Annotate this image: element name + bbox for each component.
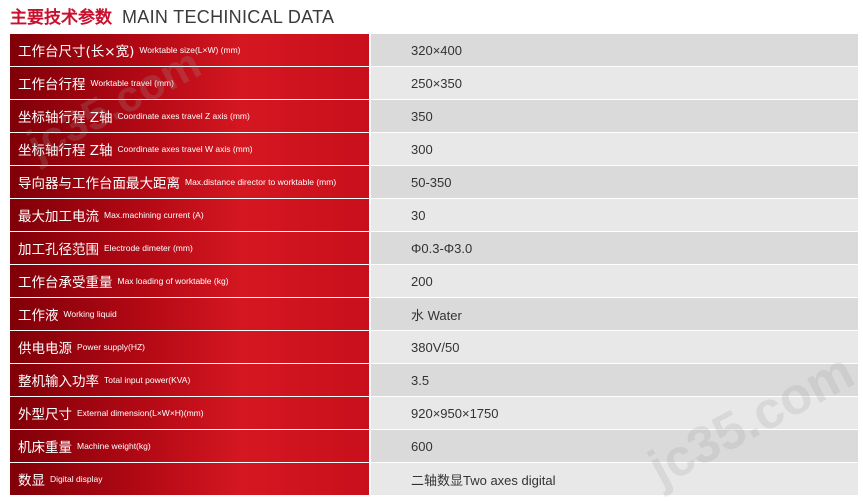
- table-row: 加工孔径范围 Electrode dimeter (mm) Φ0.3-Φ3.0: [10, 232, 858, 265]
- row-value: Φ0.3-Φ3.0: [371, 232, 858, 264]
- label-english: Power supply(HZ): [77, 342, 146, 352]
- cell-divider: [369, 298, 371, 330]
- label-english: Max.machining current (A): [104, 210, 204, 220]
- row-value: 350: [371, 100, 858, 132]
- label-chinese: 外型尺寸: [18, 407, 72, 423]
- table-row: 工作台承受重量 Max loading of worktable (kg) 20…: [10, 265, 858, 298]
- table-row: 最大加工电流 Max.machining current (A) 30: [10, 199, 858, 232]
- cell-divider: [369, 100, 371, 132]
- cell-divider: [369, 133, 371, 165]
- label-english: Worktable travel (mm): [90, 78, 174, 88]
- label-english: Machine weight(kg): [77, 441, 151, 451]
- label-english: Coordinate axes travel Z axis (mm): [117, 111, 250, 121]
- label-chinese: 坐标轴行程 Z轴: [18, 143, 113, 159]
- table-row: 供电电源 Power supply(HZ) 380V/50: [10, 331, 858, 364]
- table-row: 工作台尺寸(长×宽) Worktable size(L×W) (mm) 320×…: [10, 34, 858, 67]
- label-chinese: 机床重量: [18, 440, 72, 456]
- label-english: Coordinate axes travel W axis (mm): [117, 144, 253, 154]
- table-row: 坐标轴行程 Z轴 Coordinate axes travel W axis (…: [10, 133, 858, 166]
- label-chinese: 整机输入功率: [18, 374, 99, 390]
- row-value: 320×400: [371, 34, 858, 66]
- label-chinese: 工作液: [18, 308, 59, 324]
- row-label: 坐标轴行程 Z轴 Coordinate axes travel W axis (…: [10, 133, 369, 165]
- row-label: 坐标轴行程 Z轴 Coordinate axes travel Z axis (…: [10, 100, 369, 132]
- cell-divider: [369, 430, 371, 462]
- cell-divider: [369, 397, 371, 429]
- table-row: 数显 Digital display 二轴数显Two axes digital: [10, 463, 858, 496]
- label-english: Working liquid: [63, 309, 117, 319]
- row-label: 工作台承受重量 Max loading of worktable (kg): [10, 265, 369, 297]
- row-value: 30: [371, 199, 858, 231]
- table-row: 导向器与工作台面最大距离 Max.distance director to wo…: [10, 166, 858, 199]
- row-value: 50-350: [371, 166, 858, 198]
- label-english: Total input power(KVA): [104, 375, 191, 385]
- label-english: Max.distance director to worktable (mm): [185, 177, 337, 187]
- label-english: External dimension(L×W×H)(mm): [77, 408, 204, 418]
- row-value: 3.5: [371, 364, 858, 396]
- table-row: 机床重量 Machine weight(kg) 600: [10, 430, 858, 463]
- row-label: 外型尺寸 External dimension(L×W×H)(mm): [10, 397, 369, 429]
- label-chinese: 工作台行程: [18, 77, 86, 93]
- row-value: 二轴数显Two axes digital: [371, 463, 858, 495]
- cell-divider: [369, 463, 371, 495]
- cell-divider: [369, 166, 371, 198]
- row-label: 整机输入功率 Total input power(KVA): [10, 364, 369, 396]
- table-row: 坐标轴行程 Z轴 Coordinate axes travel Z axis (…: [10, 100, 858, 133]
- spec-table: 工作台尺寸(长×宽) Worktable size(L×W) (mm) 320×…: [10, 34, 858, 496]
- row-value: 380V/50: [371, 331, 858, 363]
- row-label: 数显 Digital display: [10, 463, 369, 495]
- label-chinese: 供电电源: [18, 341, 72, 357]
- row-value: 300: [371, 133, 858, 165]
- label-chinese: 加工孔径范围: [18, 242, 99, 258]
- cell-divider: [369, 34, 371, 66]
- page-title: 主要技术参数 MAIN TECHINICAL DATA: [10, 3, 335, 28]
- label-chinese: 坐标轴行程 Z轴: [18, 110, 113, 126]
- row-label: 工作液 Working liquid: [10, 298, 369, 330]
- label-english: Electrode dimeter (mm): [104, 243, 193, 253]
- row-label: 工作台尺寸(长×宽) Worktable size(L×W) (mm): [10, 34, 369, 66]
- row-label: 加工孔径范围 Electrode dimeter (mm): [10, 232, 369, 264]
- table-row: 外型尺寸 External dimension(L×W×H)(mm) 920×9…: [10, 397, 858, 430]
- row-label: 导向器与工作台面最大距离 Max.distance director to wo…: [10, 166, 369, 198]
- label-chinese: 导向器与工作台面最大距离: [18, 176, 180, 192]
- table-row: 工作液 Working liquid 水 Water: [10, 298, 858, 331]
- label-chinese: 最大加工电流: [18, 209, 99, 225]
- row-value: 200: [371, 265, 858, 297]
- row-label: 最大加工电流 Max.machining current (A): [10, 199, 369, 231]
- label-chinese: 数显: [18, 473, 45, 489]
- row-value: 水 Water: [371, 298, 858, 330]
- cell-divider: [369, 364, 371, 396]
- row-value: 920×950×1750: [371, 397, 858, 429]
- table-row: 工作台行程 Worktable travel (mm) 250×350: [10, 67, 858, 100]
- label-english: Max loading of worktable (kg): [117, 276, 229, 286]
- table-row: 整机输入功率 Total input power(KVA) 3.5: [10, 364, 858, 397]
- cell-divider: [369, 331, 371, 363]
- label-chinese: 工作台尺寸(长×宽): [18, 44, 135, 60]
- label-chinese: 工作台承受重量: [18, 275, 113, 291]
- label-english: Worktable size(L×W) (mm): [139, 45, 241, 55]
- row-value: 250×350: [371, 67, 858, 99]
- cell-divider: [369, 67, 371, 99]
- row-value: 600: [371, 430, 858, 462]
- row-label: 机床重量 Machine weight(kg): [10, 430, 369, 462]
- row-label: 供电电源 Power supply(HZ): [10, 331, 369, 363]
- row-label: 工作台行程 Worktable travel (mm): [10, 67, 369, 99]
- title-chinese: 主要技术参数: [10, 8, 112, 28]
- cell-divider: [369, 199, 371, 231]
- title-english: MAIN TECHINICAL DATA: [122, 7, 335, 27]
- label-english: Digital display: [50, 474, 103, 484]
- cell-divider: [369, 265, 371, 297]
- cell-divider: [369, 232, 371, 264]
